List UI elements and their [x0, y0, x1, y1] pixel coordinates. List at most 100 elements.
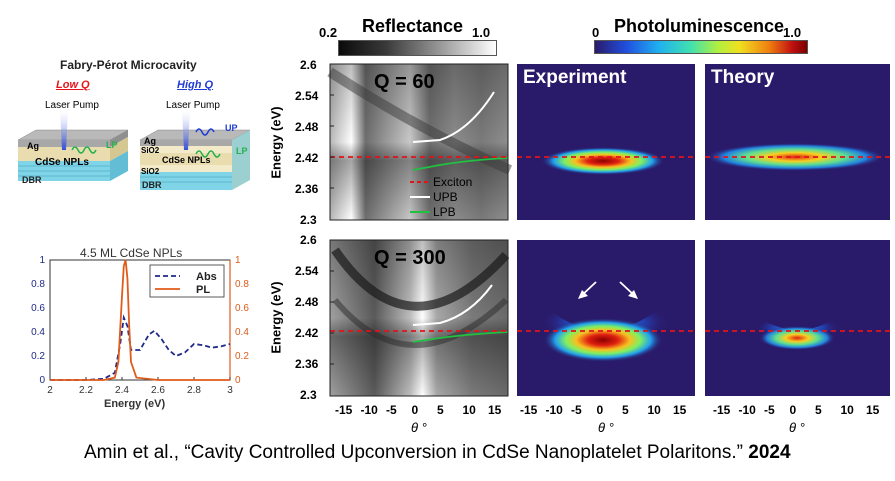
xtick-label: 10 [647, 403, 661, 417]
ytick-label: 2.54 [295, 264, 319, 278]
laser-pump-label-high: Laser Pump [166, 100, 220, 111]
low-npl-label: CdSe NPLs [35, 157, 89, 168]
ytick-label: 2.36 [295, 182, 319, 196]
experiment-q300-panel [517, 240, 695, 396]
ytick-label: 2.42 [295, 151, 319, 165]
xtick-label: 10 [840, 403, 854, 417]
xlabel-reflectance: θ ° [411, 420, 427, 435]
theory-q60-panel [705, 64, 890, 220]
ylabel-top: Energy (eV) [268, 106, 284, 179]
low-ag-label: Ag [27, 141, 39, 151]
ytick-label: 2.54 [295, 89, 319, 103]
high-dbr-label: DBR [142, 180, 162, 190]
spectrum-xtick-label: 2.6 [151, 385, 165, 396]
xtick-label: 5 [437, 403, 444, 417]
low-dbr-label: DBR [22, 175, 42, 185]
citation-year: 2024 [748, 442, 791, 463]
high-sio2-bottom-layer [140, 165, 232, 172]
reflectance-colorbar-min: 0.2 [319, 25, 338, 40]
spectrum-ytick-left: 0.6 [31, 303, 45, 314]
ytick-label: 2.48 [295, 120, 319, 134]
ylabel-bottom: Energy (eV) [268, 281, 284, 354]
ytick-label: 2.48 [295, 295, 319, 309]
low-q-label: Low Q [56, 79, 90, 91]
ytick-label: 2.3 [300, 388, 317, 402]
upb-curve-q300 [412, 284, 493, 326]
citation-text: Amin et al., “Cavity Controlled Upconver… [84, 442, 743, 463]
xlabel-experiment: θ ° [598, 420, 614, 435]
spectrum-series-pl [50, 259, 230, 381]
xtick-label: -15 [335, 403, 353, 417]
xtick-label: 0 [411, 403, 419, 417]
spectrum-chart-title: 4.5 ML CdSe NPLs [80, 246, 183, 260]
pl-colorbar [594, 40, 808, 54]
pl-colorbar-min: 0 [592, 25, 600, 40]
spectrum-legend-label-pl: PL [196, 284, 210, 296]
low-lp-label: LP [106, 140, 118, 150]
reflectance-colorbar [338, 40, 497, 56]
high-npl-layer [140, 153, 232, 165]
legend-lpb-label: LPB [433, 205, 456, 219]
spectrum-ytick-left: 0 [39, 375, 45, 386]
spectrum-xtick-label: 3 [227, 385, 233, 396]
experiment-q60-panel [517, 64, 695, 220]
xtick-label: 5 [622, 403, 629, 417]
xtick-label: 0 [596, 403, 604, 417]
spectrum-xlabel: Energy (eV) [104, 398, 166, 410]
reflectance-colorbar-title: Reflectance [362, 16, 464, 36]
theory-q300-panel [705, 240, 890, 396]
pl-colorbar-max: 1.0 [783, 25, 802, 40]
spectrum-ytick-left: 0.4 [31, 327, 45, 338]
spectrum-ytick-right: 0 [235, 375, 241, 386]
high-lp-label: LP [236, 146, 248, 156]
xtick-label: -15 [713, 403, 731, 417]
xtick-label: 15 [866, 403, 880, 417]
xtick-label: -10 [545, 403, 563, 417]
low-q-stack [17, 110, 129, 181]
spectrum-ytick-left: 0.8 [31, 279, 45, 290]
xtick-label: -5 [764, 403, 775, 417]
citation: Amin et al., “Cavity Controlled Upconver… [84, 442, 791, 464]
spectrum-ytick-left: 1 [39, 255, 45, 266]
spectrum-ytick-right: 0.4 [235, 327, 249, 338]
spectrum-xtick-label: 2.8 [187, 385, 201, 396]
high-q-stack [139, 110, 251, 190]
xtick-label: 0 [789, 403, 797, 417]
spectrum-xtick-label: 2 [47, 385, 53, 396]
ytick-label: 2.6 [300, 58, 317, 72]
lpb-curve-q60 [412, 157, 509, 171]
upb-curve-q60 [412, 91, 495, 143]
reflectance-q60-panel [327, 63, 513, 221]
spectrum-xtick-label: 2.4 [115, 385, 129, 396]
experiment-label: Experiment [523, 67, 627, 88]
xtick-label: -10 [738, 403, 756, 417]
high-q-label: High Q [177, 79, 214, 91]
ytick-label: 2.3 [300, 213, 317, 227]
xtick-label: 15 [673, 403, 687, 417]
high-npl-label: CdSe NPLs [162, 155, 211, 165]
spectrum-ytick-right: 1 [235, 255, 241, 266]
lpb-curve-q300 [412, 331, 509, 343]
legend-upb-label: UPB [433, 190, 458, 204]
high-lp-wave-icon [195, 150, 221, 158]
ytick-label: 2.42 [295, 326, 319, 340]
q300-label: Q = 300 [374, 247, 446, 269]
ytick-label: 2.36 [295, 357, 319, 371]
spectrum-legend-label-abs: Abs [196, 271, 217, 283]
reflectance-colorbar-max: 1.0 [472, 25, 491, 40]
low-laser-beam [60, 110, 68, 150]
high-ag-label: Ag [144, 136, 156, 146]
xtick-label: 15 [488, 403, 502, 417]
ytick-label: 2.6 [300, 233, 317, 247]
high-up-label: UP [225, 123, 238, 133]
high-sio2-top-label: SiO2 [141, 146, 160, 155]
spectrum-ytick-right: 0.6 [235, 303, 249, 314]
high-sio2-bottom-label: SiO2 [141, 167, 160, 176]
high-laser-beam [182, 110, 190, 150]
spectrum-ytick-right: 0.8 [235, 279, 249, 290]
laser-pump-label-low: Laser Pump [45, 100, 99, 111]
spectrum-series-abs [50, 314, 231, 381]
